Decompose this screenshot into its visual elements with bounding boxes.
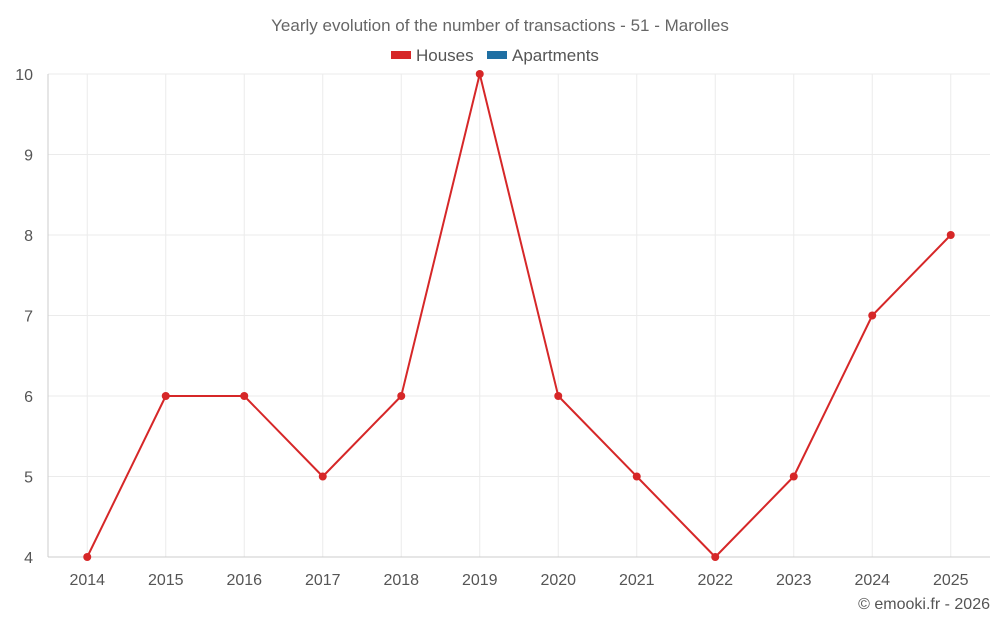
y-tick-label: 6 [24,389,33,406]
series-line-houses [86,73,952,558]
y-axis-ticks: 4 5 6 7 8 9 10 [15,67,33,567]
data-point-2021[interactable] [632,472,641,481]
x-tick-label: 2020 [540,572,576,589]
x-tick-label: 2022 [697,572,733,589]
legend-label-houses[interactable]: Houses [416,46,474,65]
data-point-2014[interactable] [83,553,92,561]
data-point-2015[interactable] [161,392,170,400]
grid [47,73,990,558]
data-point-2025[interactable] [946,231,955,239]
x-axis-ticks: 2014 2015 2016 2017 2018 2019 2020 2021 2022 2023… [69,572,968,589]
x-tick-label: 2025 [933,572,969,589]
legend-label-apartments[interactable]: Apartments [512,46,599,65]
series-houses [83,70,955,561]
data-point-2018[interactable] [397,392,406,400]
data-point-2022[interactable] [711,553,720,561]
data-point-2017[interactable] [318,472,327,481]
data-point-2023[interactable] [789,472,798,481]
y-tick-label: 8 [24,228,33,245]
x-tick-label: 2023 [776,572,812,589]
x-tick-label: 2017 [305,572,341,589]
legend-swatch-apartments[interactable] [487,51,507,59]
data-point-2020[interactable] [554,392,563,400]
y-tick-label: 5 [24,470,33,487]
y-tick-label: 4 [24,550,33,567]
y-tick-label: 10 [15,67,33,84]
x-tick-label: 2024 [854,572,890,589]
x-tick-label: 2014 [69,572,105,589]
y-tick-label: 9 [24,148,33,165]
data-point-2019[interactable] [475,70,484,78]
x-tick-label: 2021 [619,572,655,589]
chart-title: Yearly evolution of the number of transa… [271,16,729,35]
x-tick-label: 2016 [226,572,262,589]
x-tick-label: 2018 [383,572,419,589]
data-point-2016[interactable] [240,392,249,400]
credit-text: © emooki.fr - 2026 [858,596,990,613]
legend-swatch-houses[interactable] [391,51,411,59]
y-tick-label: 7 [24,309,33,326]
x-tick-label: 2015 [148,572,184,589]
legend: Houses Apartments [391,46,599,65]
data-point-2024[interactable] [868,311,877,320]
x-tick-label: 2019 [462,572,498,589]
